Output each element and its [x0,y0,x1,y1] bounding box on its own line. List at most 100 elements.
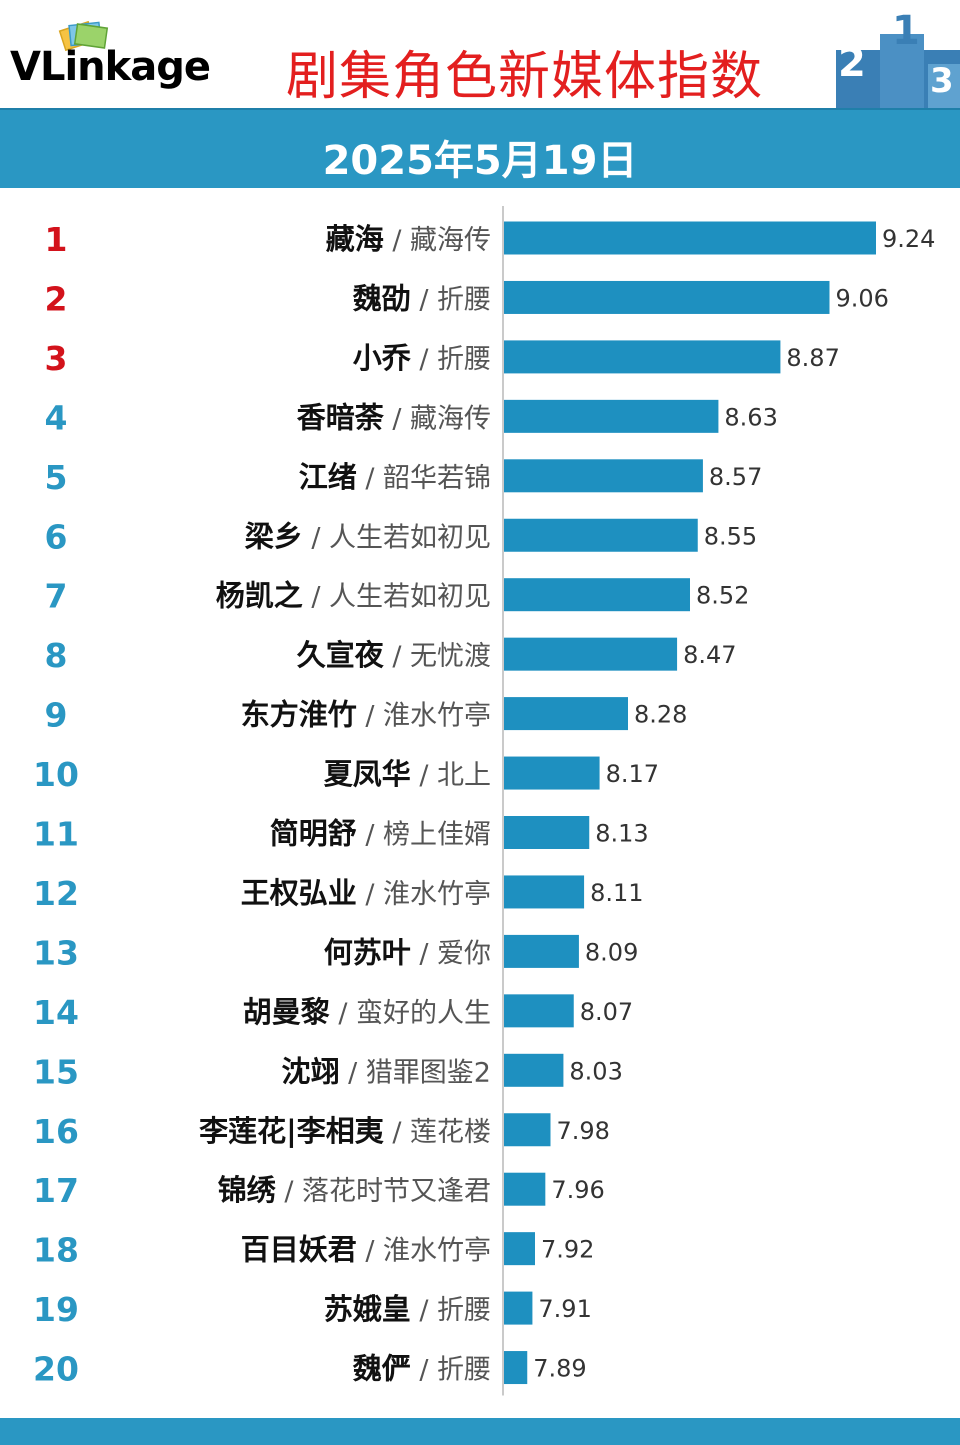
bar [504,280,830,314]
show-name: / 无忧渡 [384,641,491,672]
show-name: / 藏海传 [384,225,491,256]
show-name: / 折腰 [411,284,491,315]
category-label: 简明舒 / 榜上佳婿 [270,817,491,851]
category-label: 魏俨 / 折腰 [353,1352,491,1386]
rank-number: 4 [45,398,68,437]
rank-number: 8 [45,636,68,675]
rank-number: 15 [33,1052,79,1091]
rank-number: 14 [33,993,79,1032]
value-label: 8.63 [724,403,777,431]
bar [504,994,574,1028]
value-label: 9.06 [836,284,889,312]
character-name: 杨凯之 [216,579,303,613]
rank-number: 20 [33,1350,79,1389]
rank-number: 11 [33,815,79,854]
show-name: / 榜上佳婿 [357,820,491,851]
bar [504,399,719,433]
show-name: / 折腰 [411,1295,491,1326]
rank-number: 3 [45,339,68,378]
category-label: 小乔 / 折腰 [353,341,491,375]
category-label: 李莲花|李相夷 / 莲花楼 [199,1114,491,1148]
character-name: 梁乡 [245,519,303,553]
character-name: 小乔 [353,341,412,375]
value-label: 7.98 [557,1117,610,1145]
value-label: 8.28 [634,701,687,729]
character-name: 李莲花|李相夷 [199,1114,385,1148]
category-label: 夏凤华 / 北上 [324,757,491,791]
svg-text:1: 1 [892,14,920,54]
value-label: 7.92 [541,1236,594,1264]
rank-number: 9 [45,696,68,735]
category-label: 魏劭 / 折腰 [353,281,491,315]
value-label: 7.89 [533,1355,586,1383]
bar [504,459,703,493]
category-label: 锦绣 / 落花时节又逢君 [218,1173,491,1207]
date-label: 2025年5月19日 [322,138,638,184]
bar [504,1172,546,1206]
rank-number: 16 [33,1112,79,1151]
bar [504,697,628,731]
bar [504,340,781,374]
show-name: / 淮水竹亭 [357,879,491,910]
bar [504,1232,535,1266]
value-label: 8.09 [585,938,638,966]
rank-number: 6 [45,517,68,556]
category-label: 沈翊 / 猎罪图鉴2 [282,1054,491,1088]
category-label: 百目妖君 / 淮水竹亭 [241,1233,491,1267]
character-name: 香暗荼 [297,400,385,434]
show-name: / 落花时节又逢君 [276,1176,491,1207]
show-name: / 淮水竹亭 [357,701,491,732]
character-name: 王权弘业 [241,876,357,910]
header: VLinkage 剧集角色新媒体指数 2 1 3 [0,0,960,108]
character-name: 沈翊 [282,1054,340,1088]
character-name: 百目妖君 [241,1233,357,1267]
show-name: / 爱你 [411,938,491,969]
character-name: 苏娥皇 [324,1292,411,1326]
podium-icon: 2 1 3 [836,14,960,108]
character-name: 简明舒 [270,817,357,851]
show-name: / 折腰 [411,344,491,375]
value-label: 7.91 [538,1295,591,1323]
date-band: 2025年5月19日 [0,108,960,188]
show-name: / 藏海传 [384,403,491,434]
rank-number: 13 [33,933,79,972]
bar [504,875,585,909]
value-label: 8.13 [595,820,648,848]
bar [504,1053,564,1087]
character-name: 江绪 [299,460,357,494]
value-label: 8.03 [569,1057,622,1085]
bar [504,221,876,255]
show-name: / 人生若如初见 [303,522,491,553]
value-label: 9.24 [882,225,935,253]
value-label: 8.55 [704,522,757,550]
value-label: 8.17 [606,760,659,788]
rank-number: 7 [45,577,68,616]
bar [504,1351,528,1385]
rank-number: 10 [33,755,79,794]
character-name: 何苏叶 [324,935,411,969]
bar [504,934,579,968]
rank-number: 1 [45,220,68,259]
show-name: / 北上 [411,760,491,791]
footer-band [0,1418,960,1445]
value-label: 8.57 [709,463,762,491]
category-label: 何苏叶 / 爱你 [324,935,491,969]
category-label: 苏娥皇 / 折腰 [324,1292,491,1326]
value-label: 8.11 [590,879,643,907]
bar-chart: 1 藏海 / 藏海传 9.24 2 魏劭 / 折腰 9.06 3 小乔 / 折腰 8.87 4 香暗… [33,206,935,1396]
category-label: 胡曼黎 / 蛮好的人生 [243,995,491,1029]
show-name: / 淮水竹亭 [357,1236,491,1267]
show-name: / 韶华若锦 [357,463,491,494]
category-label: 久宣夜 / 无忧渡 [297,638,491,672]
category-label: 香暗荼 / 藏海传 [297,400,491,434]
bar [504,1113,551,1147]
rank-number: 5 [45,458,68,497]
character-name: 胡曼黎 [243,995,330,1029]
rank-number: 19 [33,1290,79,1329]
show-name: / 蛮好的人生 [330,998,491,1029]
show-name: / 莲花楼 [384,1117,491,1148]
bar [504,578,690,612]
logo-cards-icon [58,20,109,52]
rank-number: 12 [33,874,79,913]
logo-text: VLinkage [10,44,211,90]
